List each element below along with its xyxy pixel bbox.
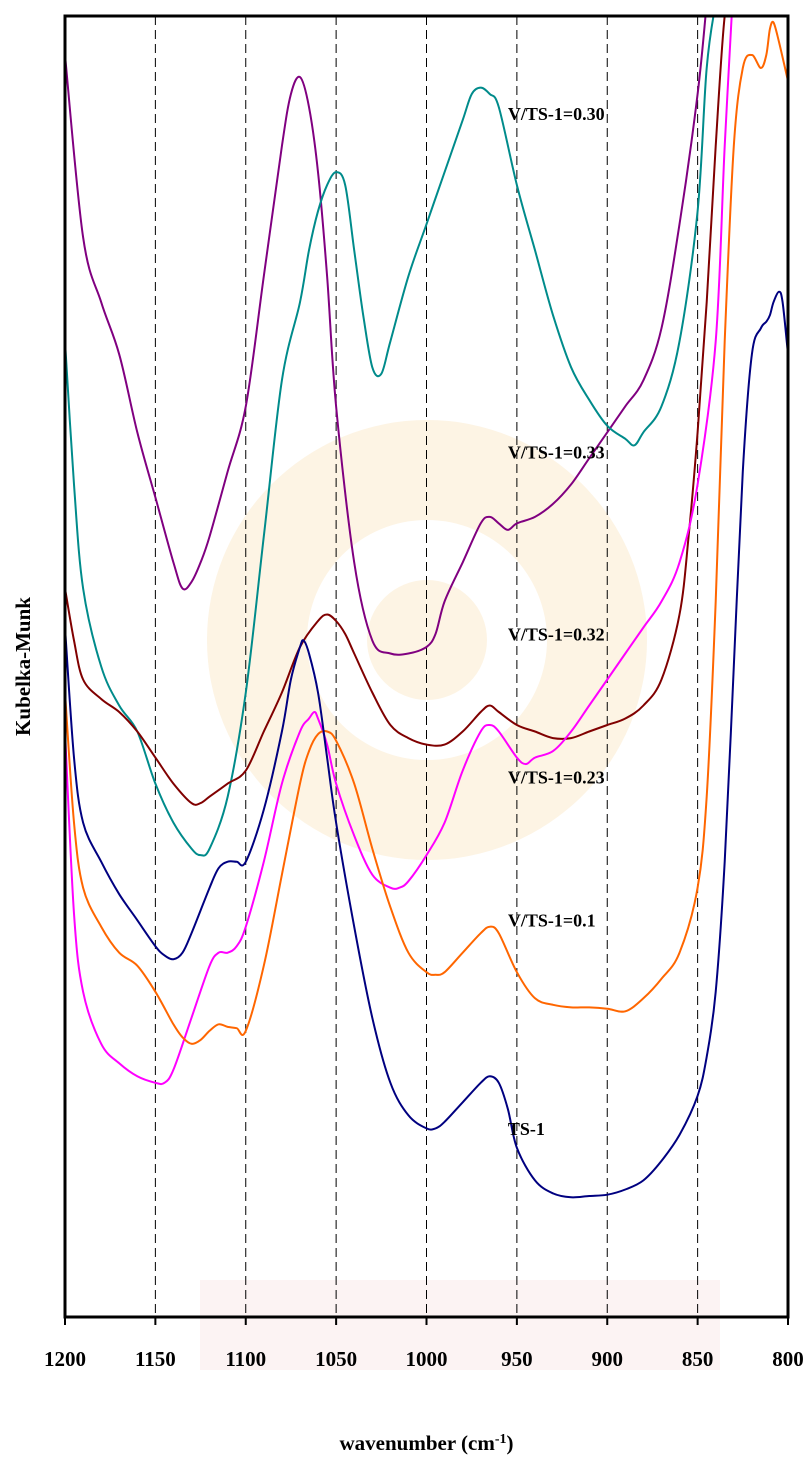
series-label-1: V/TS-1=0.33	[508, 442, 605, 462]
x-tick-label-850: 850	[682, 1347, 714, 1371]
series-label-2: V/TS-1=0.32	[508, 624, 605, 644]
series-label-0: V/TS-1=0.30	[508, 104, 605, 124]
series-line-2	[65, 16, 726, 806]
series-label-5: TS-1	[508, 1119, 545, 1139]
x-tick-label-800: 800	[772, 1347, 804, 1371]
x-tick-marks	[64, 1317, 789, 1325]
series-label-3: V/TS-1=0.23	[508, 768, 605, 788]
x-tick-labels: 1200 1150 1100 1050 1000 950 900 850 800	[44, 1347, 804, 1371]
grid-lines	[154, 16, 699, 1317]
series-line-5	[65, 290, 788, 1199]
series-label-4: V/TS-1=0.1	[508, 911, 596, 931]
x-tick-label-1050: 1050	[315, 1347, 357, 1371]
x-axis-title-suffix: )	[507, 1431, 514, 1455]
x-tick-label-1150: 1150	[135, 1347, 176, 1371]
x-axis-title-superscript: -1	[495, 1432, 507, 1447]
series-line-4	[65, 20, 788, 1045]
x-tick-label-950: 950	[501, 1347, 533, 1371]
series-group	[65, 16, 788, 1199]
series-line-0	[65, 16, 707, 656]
x-tick-label-1000: 1000	[406, 1347, 448, 1371]
x-axis-title: wavenumber (cm-1)	[339, 1431, 513, 1455]
y-axis-title: Kubelka-Munk	[11, 597, 35, 736]
series-line-3	[65, 16, 733, 1086]
x-tick-label-900: 900	[592, 1347, 624, 1371]
x-tick-label-1100: 1100	[225, 1347, 266, 1371]
x-axis-title-main: wavenumber (cm	[339, 1431, 495, 1455]
x-tick-label-1200: 1200	[44, 1347, 86, 1371]
series-labels: V/TS-1=0.30 V/TS-1=0.33 V/TS-1=0.32 V/TS-1=…	[508, 104, 605, 1139]
series-line-1	[65, 16, 715, 857]
